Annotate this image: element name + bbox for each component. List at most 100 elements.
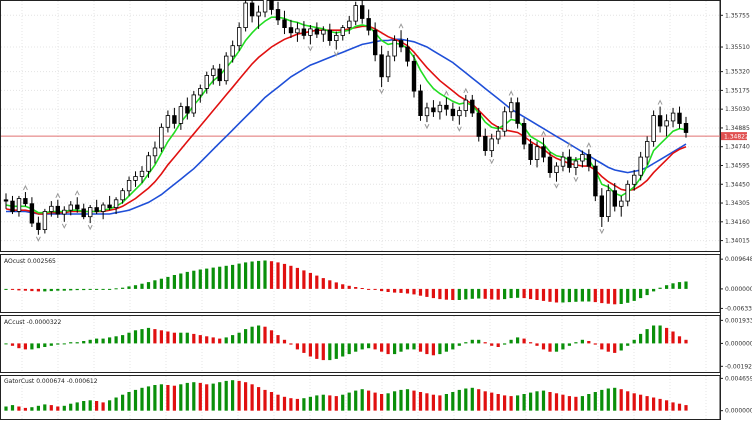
histogram-bar — [302, 398, 306, 411]
histogram-bar — [315, 395, 319, 411]
histogram-bar — [166, 331, 170, 344]
histogram-bar — [341, 343, 345, 357]
y-tick-label: 1.34450 — [725, 181, 750, 188]
histogram-bar — [490, 343, 494, 346]
histogram-bar — [522, 288, 526, 299]
histogram-bar — [541, 343, 546, 350]
fractal-down-mark — [424, 123, 430, 130]
histogram-bar — [380, 343, 384, 352]
candle-body — [347, 20, 352, 29]
candle-body — [3, 199, 9, 202]
candle — [301, 21, 307, 40]
histogram-bar — [328, 395, 332, 411]
histogram-bar — [405, 389, 410, 411]
candle-body — [94, 207, 99, 212]
histogram-bar — [619, 288, 623, 304]
fractal-up-mark — [463, 87, 469, 94]
candle-body — [126, 179, 132, 192]
candle-body — [683, 123, 689, 133]
histogram-bar — [548, 392, 552, 411]
histogram-bar — [308, 272, 312, 289]
fractal-up-mark — [657, 99, 663, 105]
histogram-bar — [17, 406, 21, 411]
candle-body — [101, 204, 106, 212]
candle — [495, 126, 501, 145]
candle-body — [139, 170, 145, 177]
histogram-bar — [75, 402, 79, 411]
histogram-bar — [114, 397, 118, 411]
candle — [664, 114, 669, 137]
histogram-bar — [561, 394, 565, 411]
histogram-bar — [166, 276, 170, 289]
histogram-bar — [276, 335, 280, 344]
y-tick-label: 1.34015 — [725, 238, 750, 245]
candle-body — [81, 208, 86, 218]
histogram-bar — [321, 343, 325, 361]
candle — [418, 84, 423, 121]
histogram-bar — [587, 341, 591, 344]
histogram-bar — [244, 382, 248, 411]
candle — [191, 91, 196, 117]
candle — [198, 84, 203, 103]
histogram-bar — [548, 343, 552, 352]
histogram-bar — [613, 343, 617, 353]
y-tick-label: -0.006335 — [725, 305, 752, 312]
y-tick-label: 1.35510 — [725, 44, 750, 51]
histogram-bar — [665, 327, 669, 344]
candle — [606, 184, 611, 222]
candle — [185, 97, 190, 120]
histogram-bar — [289, 343, 293, 345]
histogram-bar — [56, 343, 60, 345]
candle-body — [392, 40, 397, 57]
y-tick-label: 1.34740 — [725, 144, 750, 151]
candle-body — [152, 147, 158, 157]
histogram-bar — [509, 396, 513, 411]
histogram-bar — [101, 288, 105, 290]
histogram-bar — [652, 325, 656, 344]
candle — [483, 128, 488, 156]
candle — [619, 195, 624, 217]
candle — [133, 171, 138, 187]
histogram-bar — [587, 394, 591, 411]
histogram-bar — [269, 330, 274, 344]
y-tick-label: -0.0019231 — [725, 363, 752, 370]
candle-body — [198, 88, 203, 96]
candle — [502, 106, 507, 137]
histogram-bar — [205, 336, 209, 344]
histogram-bar — [386, 288, 390, 292]
candle-body — [586, 154, 592, 167]
candle — [580, 150, 585, 168]
histogram-bar — [645, 396, 649, 411]
candle-body — [645, 141, 650, 158]
candle-body — [450, 108, 456, 117]
histogram-bar — [619, 389, 623, 411]
histogram-bar — [108, 288, 112, 290]
histogram-bar — [49, 288, 53, 292]
candle-body — [444, 104, 449, 110]
candle — [366, 9, 371, 36]
candle-body — [10, 200, 15, 212]
histogram-bar — [386, 393, 390, 411]
candle-body — [366, 18, 371, 31]
candle — [126, 176, 132, 196]
candle — [159, 123, 164, 152]
histogram-bar — [159, 330, 163, 344]
histogram-bar — [127, 332, 131, 344]
histogram-bar — [127, 286, 131, 289]
ma-line-red — [5, 25, 687, 215]
histogram-bar — [509, 288, 513, 299]
histogram-bar — [347, 343, 351, 355]
histogram-bar — [341, 284, 345, 289]
histogram-bar — [250, 384, 254, 411]
candle-body — [217, 68, 222, 82]
candle-body — [68, 204, 73, 211]
histogram-bar — [444, 394, 448, 411]
candle — [437, 101, 443, 120]
histogram-bar — [218, 338, 222, 344]
candle — [638, 151, 643, 181]
histogram-bar — [43, 288, 47, 292]
histogram-bar — [4, 406, 8, 411]
candle-body — [580, 154, 585, 162]
candle — [243, 0, 248, 32]
candle-body — [541, 146, 546, 158]
